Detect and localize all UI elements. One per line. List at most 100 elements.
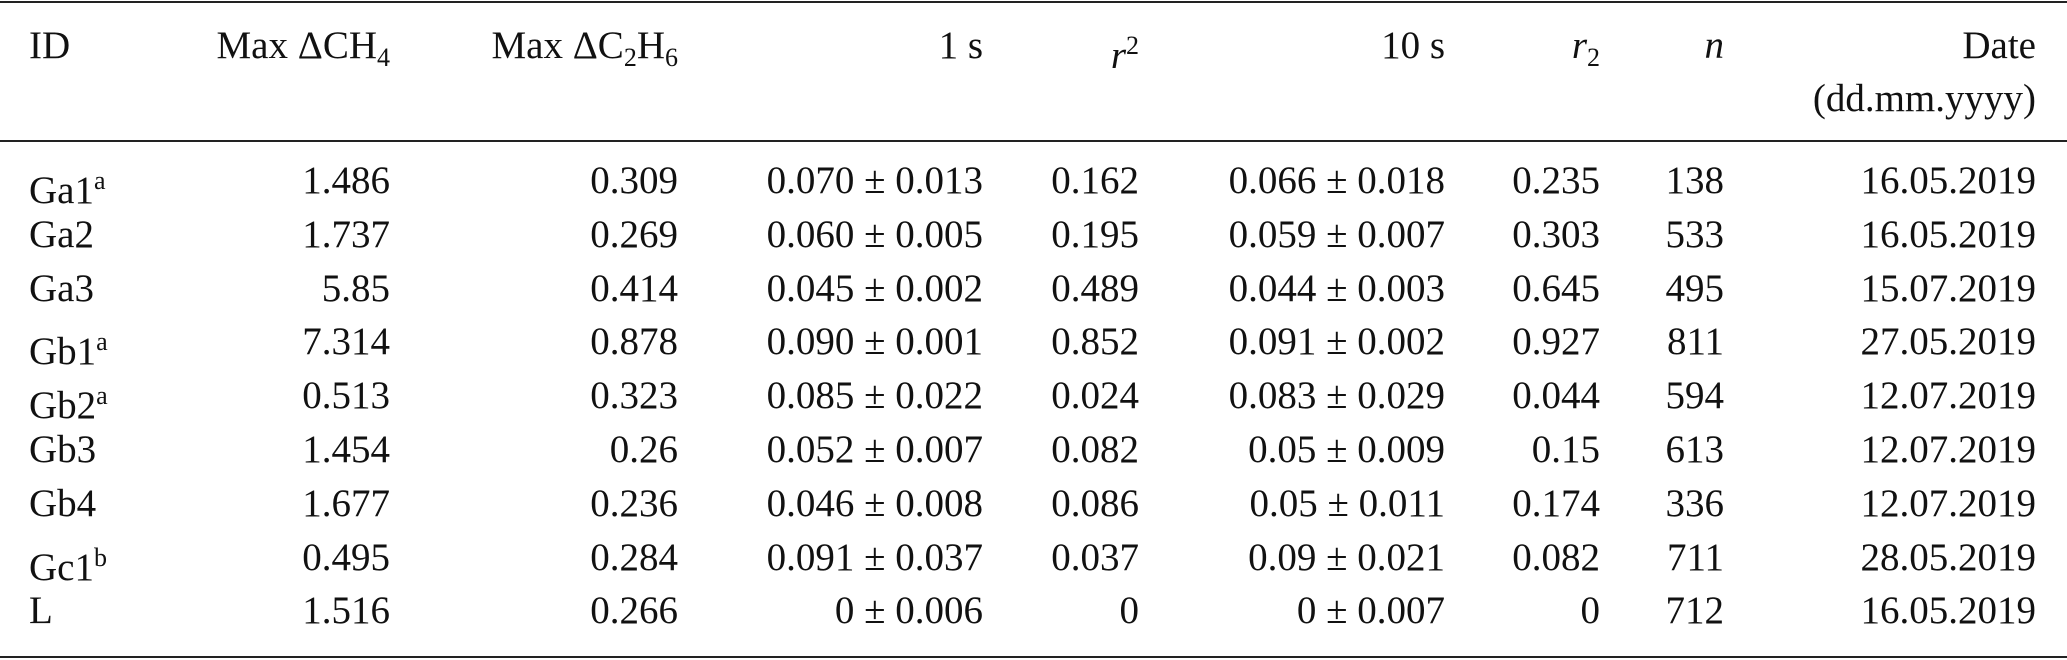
table-cell: 811 bbox=[1666, 320, 1724, 364]
table-cell: 0.070 ± 0.013 bbox=[766, 159, 983, 202]
table-cell: 0 ± 0.006 bbox=[834, 589, 983, 633]
table-cell: 0.162 bbox=[1051, 159, 1139, 202]
table-cell: 12.07.2019 bbox=[1860, 481, 2037, 525]
table-cell: 0.284 bbox=[590, 535, 678, 579]
header-text: r bbox=[1571, 24, 1587, 67]
table-cell: 0.085 ± 0.022 bbox=[766, 374, 983, 418]
table-cell: 5.85 bbox=[321, 266, 390, 310]
table-cell: 0.323 bbox=[590, 374, 678, 418]
table-cell: 1.677 bbox=[302, 481, 390, 525]
row-id: Gb3 bbox=[29, 428, 96, 472]
table-cell: 28.05.2019 bbox=[1860, 535, 2037, 579]
table-cell: 0.489 bbox=[1051, 266, 1139, 310]
table-cell: 0.091 ± 0.037 bbox=[766, 535, 983, 579]
table-cell: 594 bbox=[1665, 374, 1725, 418]
header-cell: r2 bbox=[1111, 24, 1139, 77]
header-text: ID bbox=[29, 24, 71, 67]
bottom-rule bbox=[0, 656, 2067, 658]
header-text: 1 s bbox=[938, 24, 983, 67]
table-cell: 0.091 ± 0.002 bbox=[1228, 320, 1445, 364]
table-cell: 27.05.2019 bbox=[1860, 320, 2037, 364]
table-cell: 0.046 ± 0.008 bbox=[766, 481, 983, 525]
table-cell: 0.927 bbox=[1512, 320, 1600, 364]
id-text: Gb2 bbox=[29, 384, 97, 428]
table-cell: 0.044 bbox=[1512, 374, 1600, 418]
table-cell: 0.235 bbox=[1512, 159, 1600, 202]
header-cell: r2 bbox=[1571, 24, 1600, 72]
table-cell: 0 bbox=[1119, 589, 1140, 633]
table-cell: 0.303 bbox=[1512, 212, 1600, 256]
header-cell: Date bbox=[1962, 24, 2036, 68]
header-text: 6 bbox=[665, 43, 678, 72]
table-cell: 0.052 ± 0.007 bbox=[766, 428, 983, 471]
header-rule bbox=[0, 140, 2067, 142]
header-cell: (dd.mm.yyyy) bbox=[1813, 77, 2036, 121]
header-cell: 10 s bbox=[1381, 24, 1445, 68]
row-id: Ga3 bbox=[29, 267, 94, 311]
table-cell: 1.516 bbox=[302, 589, 390, 633]
header-text: Max ΔCH bbox=[216, 24, 378, 67]
table-cell: 613 bbox=[1665, 428, 1725, 471]
header-cell: n bbox=[1705, 24, 1725, 68]
table-cell: 1.454 bbox=[302, 428, 390, 471]
table-cell: 0.059 ± 0.007 bbox=[1228, 212, 1445, 256]
table-cell: 0.236 bbox=[590, 481, 678, 525]
header-text: 10 s bbox=[1381, 24, 1445, 67]
footnote-mark: a bbox=[96, 327, 108, 357]
header-text: Max ΔC bbox=[491, 24, 624, 67]
table-cell: 0.083 ± 0.029 bbox=[1228, 374, 1445, 418]
header-cell: Max ΔCH4 bbox=[216, 24, 391, 72]
table-cell: 0.066 ± 0.018 bbox=[1228, 159, 1445, 202]
table-cell: 0.15 bbox=[1531, 428, 1600, 471]
header-cell: 1 s bbox=[939, 24, 983, 68]
id-text: Ga1 bbox=[29, 169, 94, 212]
table-cell: 0 ± 0.007 bbox=[1296, 589, 1445, 633]
row-id: Ga2 bbox=[29, 213, 94, 257]
table-cell: 0.414 bbox=[590, 266, 678, 310]
table-cell: 0.878 bbox=[590, 320, 678, 364]
table-cell: 0.174 bbox=[1512, 481, 1600, 525]
table-cell: 16.05.2019 bbox=[1860, 589, 2037, 633]
table-cell: 0.09 ± 0.021 bbox=[1248, 535, 1445, 579]
table-cell: 0.044 ± 0.003 bbox=[1228, 266, 1445, 310]
id-text: Gc1 bbox=[29, 545, 94, 589]
header-text: 2 bbox=[1587, 43, 1600, 72]
table-cell: 533 bbox=[1665, 212, 1725, 256]
table-cell: 0.060 ± 0.005 bbox=[766, 212, 983, 256]
table-cell: 0.852 bbox=[1051, 320, 1139, 364]
table-cell: 0 bbox=[1580, 589, 1601, 633]
table-cell: 1.737 bbox=[302, 212, 390, 256]
table-cell: 0.645 bbox=[1512, 266, 1600, 310]
table-cell: 16.05.2019 bbox=[1860, 212, 2037, 256]
header-text: 4 bbox=[377, 43, 390, 72]
table-cell: 0.309 bbox=[590, 159, 678, 202]
row-id: Gb2a bbox=[29, 374, 108, 427]
row-id: L bbox=[29, 589, 53, 633]
table-cell: 0.26 bbox=[609, 428, 678, 471]
table-cell: 0.05 ± 0.011 bbox=[1249, 481, 1445, 525]
table-cell: 0.045 ± 0.002 bbox=[766, 266, 983, 310]
row-id: Gb1a bbox=[29, 320, 108, 373]
table-cell: 336 bbox=[1665, 481, 1725, 525]
id-text: Ga3 bbox=[29, 266, 94, 310]
table-cell: 7.314 bbox=[302, 320, 390, 364]
table-cell: 0.269 bbox=[590, 212, 678, 256]
footnote-mark: b bbox=[93, 542, 107, 572]
table-cell: 711 bbox=[1666, 535, 1724, 579]
table-cell: 15.07.2019 bbox=[1860, 266, 2037, 310]
table-cell: 138 bbox=[1665, 159, 1725, 202]
table-cell: 0.090 ± 0.001 bbox=[766, 320, 983, 364]
table-cell: 0.05 ± 0.009 bbox=[1248, 428, 1445, 471]
header-text: 2 bbox=[1126, 31, 1139, 60]
top-rule bbox=[0, 1, 2067, 3]
table-cell: 16.05.2019 bbox=[1860, 159, 2037, 202]
id-text: Gb1 bbox=[29, 330, 97, 374]
header-text: H bbox=[636, 24, 665, 67]
header-cell: ID bbox=[29, 24, 70, 68]
header-text: r bbox=[1110, 34, 1126, 77]
footnote-mark: a bbox=[93, 166, 106, 195]
table-cell: 495 bbox=[1665, 266, 1725, 310]
header-cell: Max ΔC2H6 bbox=[491, 24, 678, 72]
table-cell: 0.024 bbox=[1051, 374, 1139, 418]
